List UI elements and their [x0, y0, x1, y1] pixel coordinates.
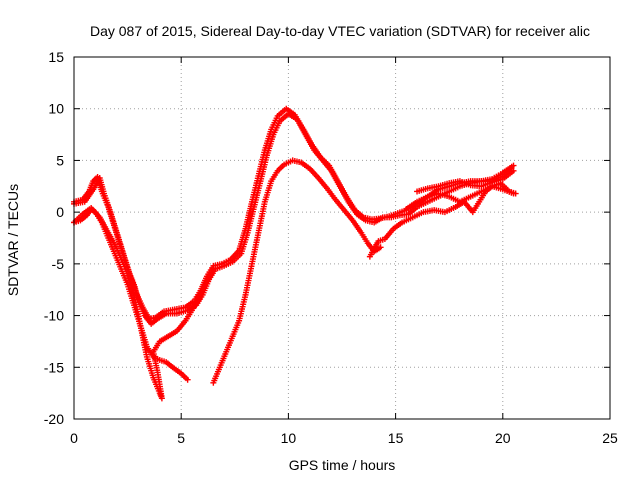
x-tick-label: 0: [70, 430, 78, 446]
data-point: [208, 271, 215, 278]
y-tick-label: 0: [56, 204, 64, 220]
y-tick-label: 5: [56, 152, 64, 168]
y-tick-label: -5: [52, 256, 65, 272]
data-point: [510, 162, 517, 169]
plot-frame: [73, 56, 611, 420]
y-tick-label: -20: [44, 411, 64, 427]
axis-ticks: 0 5 10 15 20 25 15 10 5 0 -5 -10 -15 -20: [44, 49, 618, 446]
data-points: [71, 105, 519, 402]
x-tick-label: 20: [495, 430, 511, 446]
x-axis-label: GPS time / hours: [289, 457, 396, 473]
y-tick-label: -10: [44, 308, 64, 324]
y-tick-label: 15: [48, 49, 64, 65]
data-point: [510, 167, 517, 174]
x-tick-label: 5: [177, 430, 185, 446]
y-tick-label: -15: [44, 359, 64, 375]
y-tick-label: 10: [48, 101, 64, 117]
data-point: [377, 244, 384, 251]
y-axis-label: SDTVAR / TECUs: [5, 184, 21, 296]
chart-title: Day 087 of 2015, Sidereal Day-to-day VTE…: [90, 23, 590, 39]
data-point: [510, 190, 517, 197]
x-tick-label: 15: [388, 430, 404, 446]
grid: [74, 57, 610, 419]
x-tick-label: 10: [281, 430, 297, 446]
data-point: [184, 376, 191, 383]
x-tick-label: 25: [602, 430, 618, 446]
